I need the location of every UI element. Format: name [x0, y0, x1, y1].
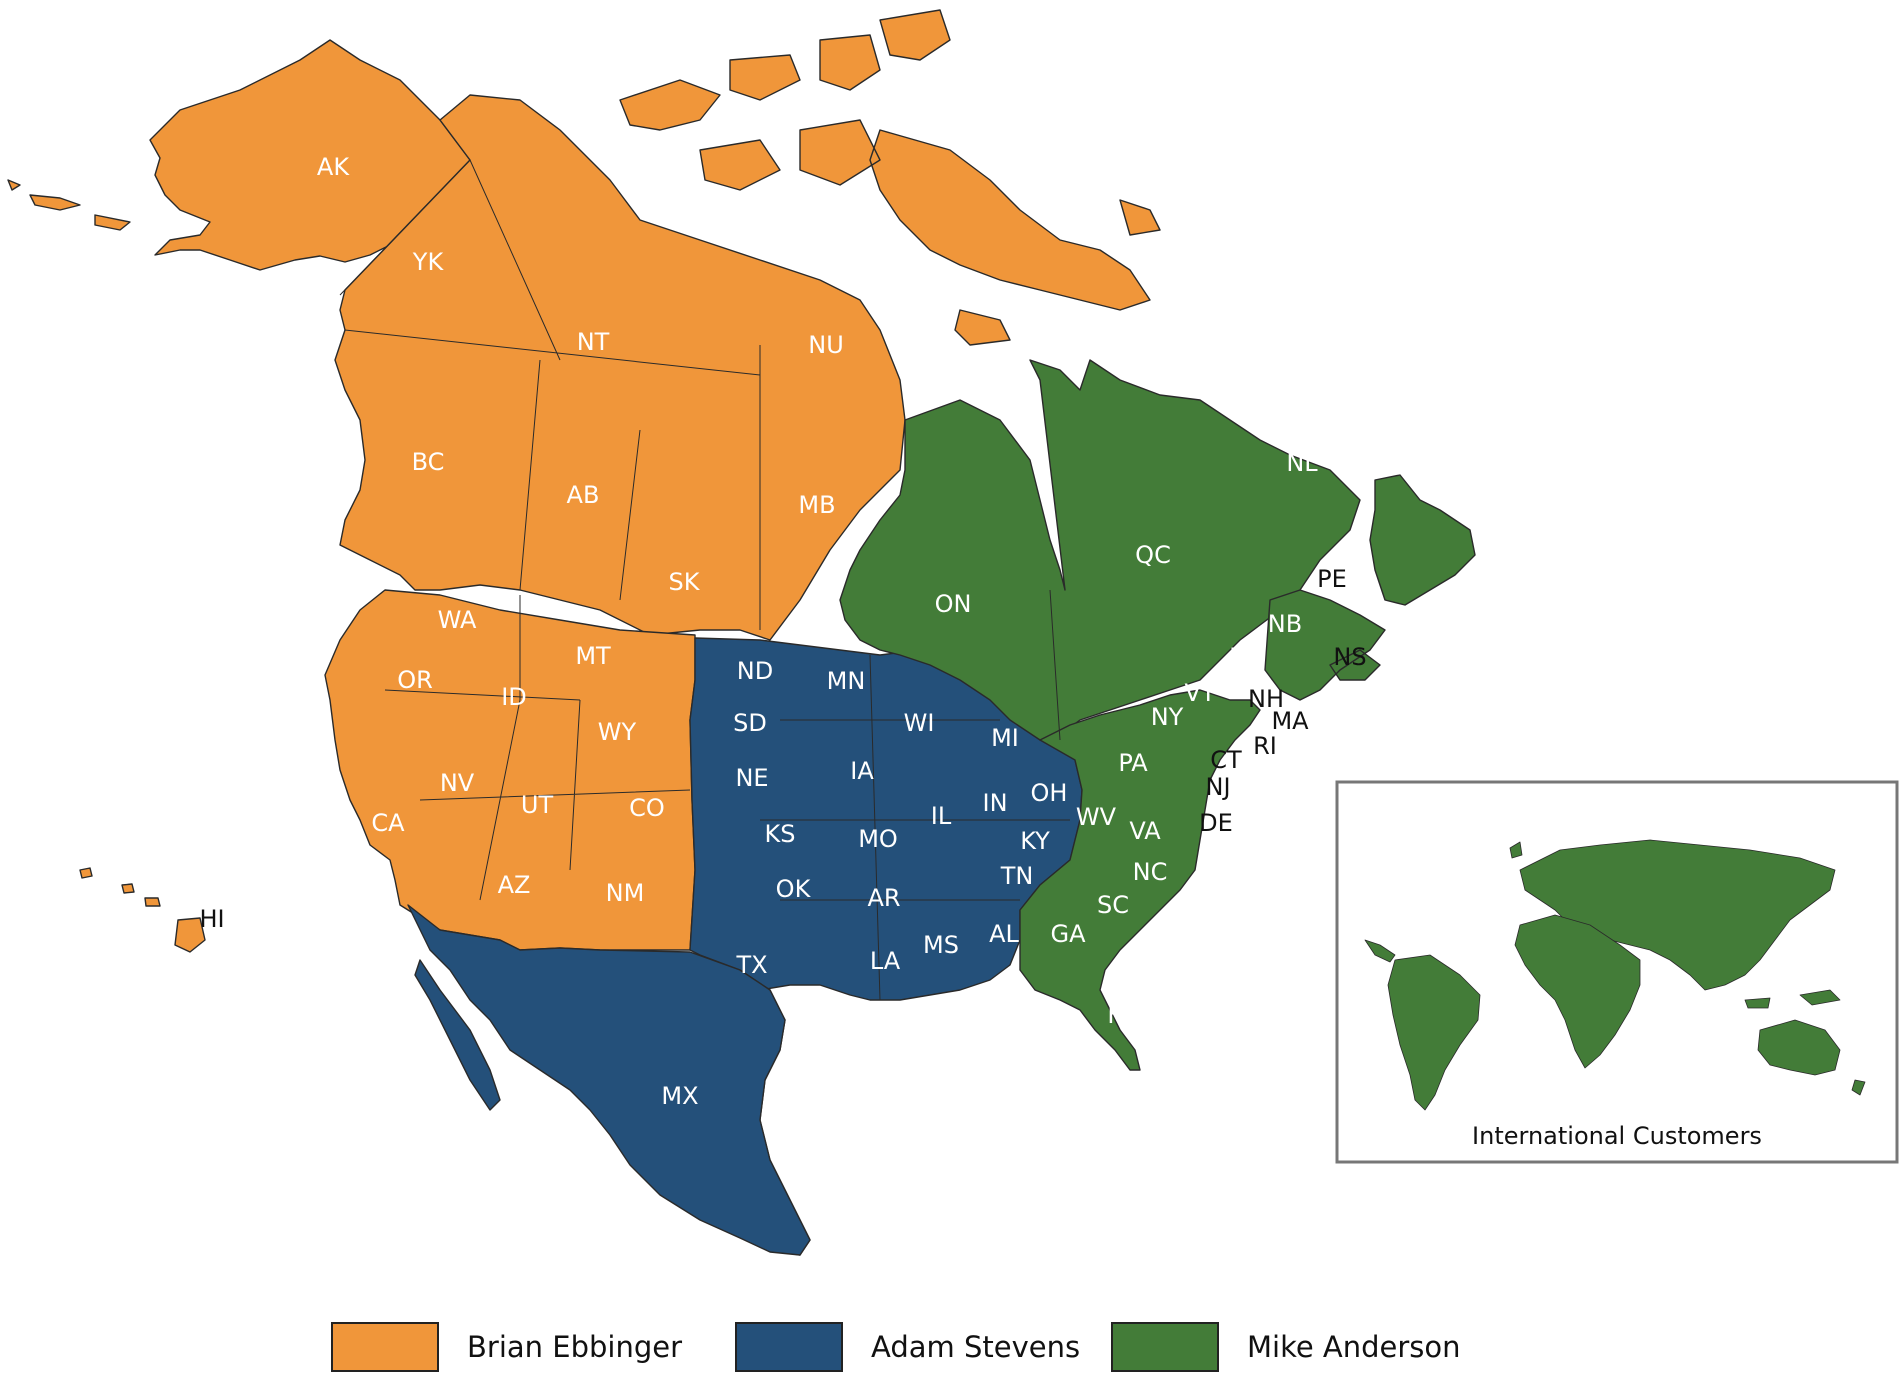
label-bc: BC — [412, 448, 445, 476]
label-wv: WV — [1076, 803, 1117, 831]
region-shape-hi — [79, 867, 206, 953]
label-ab: AB — [567, 481, 600, 509]
label-il: IL — [931, 802, 952, 830]
label-wi: WI — [904, 709, 935, 737]
label-pe: PE — [1317, 565, 1347, 593]
legend-swatch-blue — [735, 1322, 843, 1372]
legend-swatch-green — [1111, 1322, 1219, 1372]
label-nu: NU — [808, 331, 844, 359]
label-ia: IA — [850, 757, 874, 785]
territory-map: International Customers AK YK NT NU BC A… — [7, 9, 1899, 1256]
label-tn: TN — [1000, 862, 1034, 890]
label-wa: WA — [438, 606, 477, 634]
label-sc: SC — [1097, 891, 1129, 919]
region-shape-arctic-islands — [619, 9, 1161, 346]
region-shape-ak — [149, 39, 476, 271]
label-de: DE — [1199, 809, 1233, 837]
label-mb: MB — [798, 491, 835, 519]
label-nt: NT — [577, 328, 610, 356]
label-tx: TX — [735, 951, 767, 979]
label-nc: NC — [1133, 858, 1168, 886]
label-nv: NV — [440, 769, 475, 797]
label-nj: NJ — [1205, 773, 1230, 801]
region-shape-canada-west — [334, 94, 906, 641]
label-ga: GA — [1050, 920, 1086, 948]
legend-label: Brian Ebbinger — [467, 1330, 682, 1364]
label-fl: FL — [1107, 1001, 1135, 1029]
label-az: AZ — [498, 871, 531, 899]
legend-item-brian-ebbinger: Brian Ebbinger — [331, 1320, 682, 1374]
label-ok: OK — [776, 875, 812, 903]
label-nd: ND — [737, 657, 773, 685]
label-ms: MS — [923, 931, 959, 959]
label-ne: NE — [735, 764, 768, 792]
inset-africa — [1514, 914, 1641, 1069]
label-nm: NM — [606, 879, 645, 907]
label-qc: QC — [1135, 541, 1171, 569]
legend-label: Mike Anderson — [1247, 1330, 1461, 1364]
label-id: ID — [501, 683, 527, 711]
inset-world-map — [1364, 839, 1866, 1111]
label-on: ON — [935, 590, 972, 618]
border-canada-lines — [339, 159, 1061, 741]
label-va: VA — [1129, 817, 1161, 845]
region-shape-nl-island — [1369, 474, 1476, 606]
label-al: AL — [989, 920, 1019, 948]
label-ks: KS — [765, 820, 796, 848]
label-nh: NH — [1248, 685, 1284, 713]
label-ma: MA — [1271, 707, 1309, 735]
label-vt: VT — [1184, 679, 1215, 707]
inset-central-america — [1364, 939, 1396, 963]
label-ns: NS — [1333, 643, 1366, 671]
label-nl: NL — [1286, 449, 1318, 477]
label-me: ME — [1229, 643, 1265, 671]
label-ky: KY — [1020, 827, 1050, 855]
legend-item-adam-stevens: Adam Stevens — [735, 1320, 1080, 1374]
label-mo: MO — [858, 825, 898, 853]
label-yk: YK — [412, 248, 445, 276]
legend: Brian Ebbinger Adam Stevens Mike Anderso… — [0, 1320, 1900, 1377]
inset-islands — [1509, 841, 1866, 1096]
territory-green — [839, 359, 1476, 1071]
label-ct: CT — [1210, 746, 1242, 774]
border-us-lines — [384, 595, 1070, 1001]
label-pa: PA — [1118, 749, 1148, 777]
region-borders — [339, 159, 1070, 1001]
label-wy: WY — [598, 718, 637, 746]
label-oh: OH — [1031, 779, 1068, 807]
region-shape-eastern-us — [1019, 689, 1261, 1071]
label-ny: NY — [1151, 703, 1184, 731]
label-la: LA — [870, 947, 901, 975]
inset-australia — [1757, 1019, 1841, 1076]
label-co: CO — [629, 794, 665, 822]
label-nb: NB — [1268, 610, 1302, 638]
label-ak: AK — [317, 153, 350, 181]
label-ut: UT — [521, 791, 554, 819]
inset-caption: International Customers — [1472, 1122, 1762, 1150]
label-hi: HI — [199, 905, 224, 933]
label-sd: SD — [733, 709, 767, 737]
region-shape-maritimes — [1264, 589, 1386, 701]
label-mi: MI — [991, 724, 1019, 752]
label-ri: RI — [1253, 732, 1277, 760]
territory-orange — [7, 9, 1161, 953]
region-labels: AK YK NT NU BC AB SK MB WA OR ID MT WY C… — [199, 153, 1366, 1110]
inset-south-america — [1387, 954, 1481, 1111]
label-mx: MX — [661, 1082, 698, 1110]
label-sk: SK — [669, 568, 701, 596]
legend-label: Adam Stevens — [871, 1330, 1081, 1364]
label-in: IN — [982, 789, 1007, 817]
label-mn: MN — [827, 667, 866, 695]
label-or: OR — [397, 666, 433, 694]
label-ar: AR — [867, 884, 900, 912]
legend-swatch-orange — [331, 1322, 439, 1372]
legend-item-mike-anderson: Mike Anderson — [1111, 1320, 1461, 1374]
region-shape-mx — [407, 904, 811, 1256]
region-shape-ak-islands — [7, 179, 131, 231]
label-ca: CA — [371, 809, 405, 837]
label-mt: MT — [575, 642, 611, 670]
